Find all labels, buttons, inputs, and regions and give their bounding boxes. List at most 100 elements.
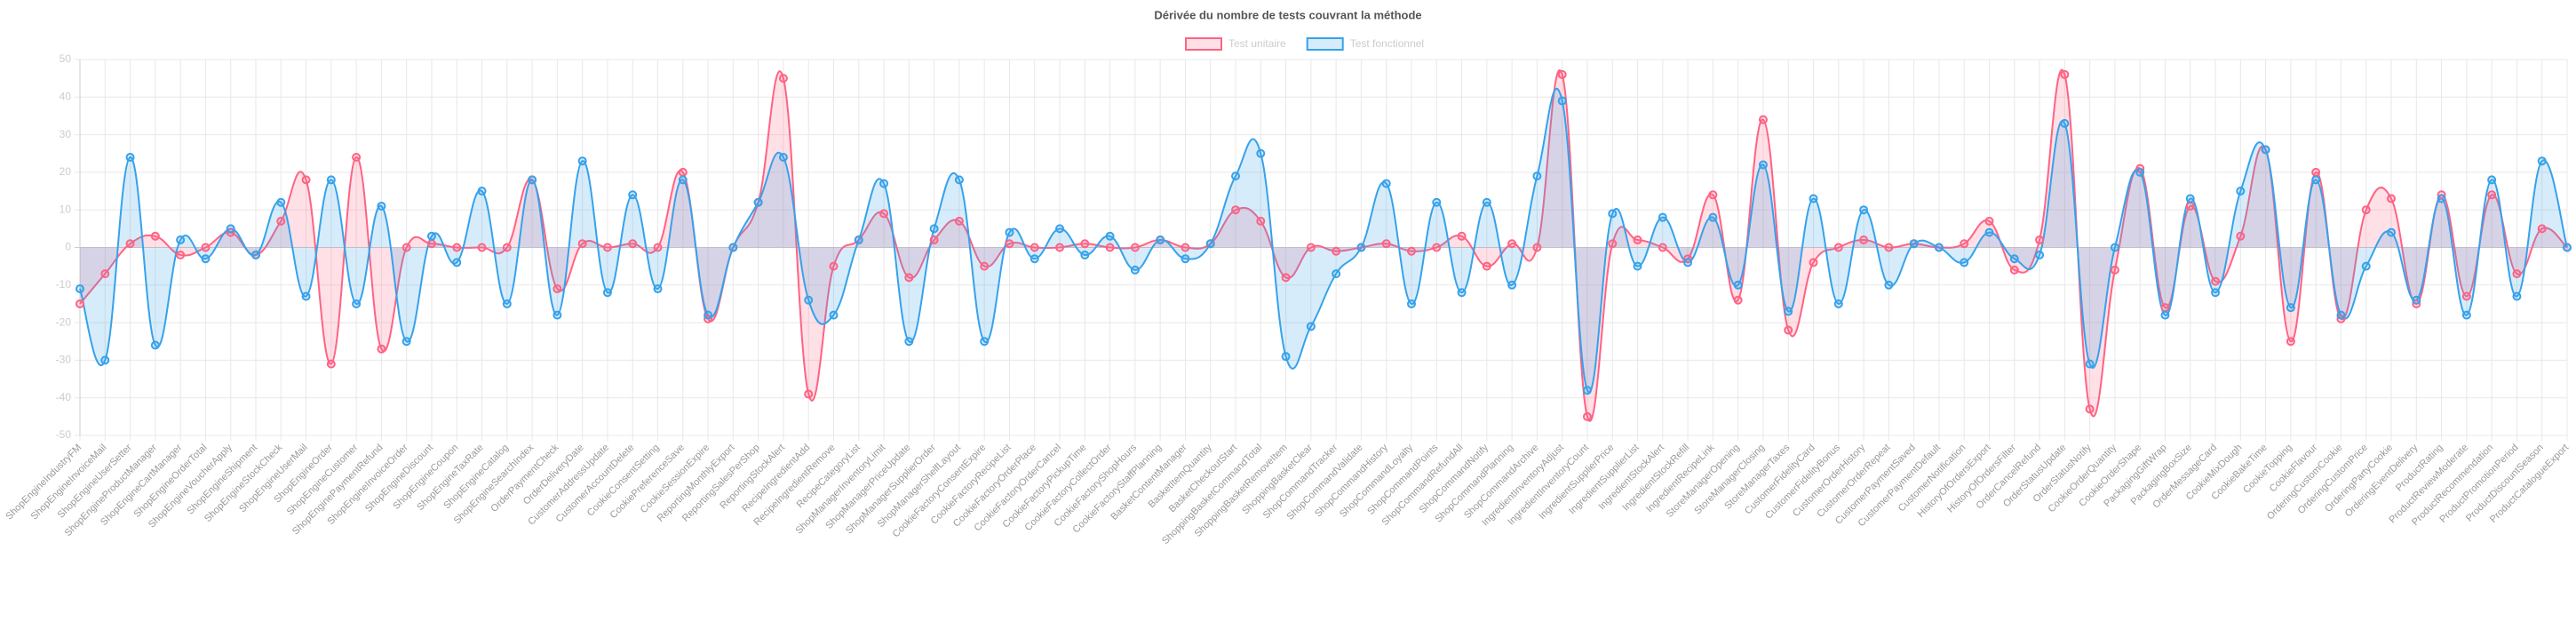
point bbox=[980, 261, 990, 271]
legend-swatch bbox=[1185, 37, 1222, 51]
point bbox=[2311, 175, 2321, 185]
point bbox=[377, 344, 386, 354]
point bbox=[1833, 299, 1843, 308]
point bbox=[426, 231, 436, 241]
point bbox=[1030, 254, 1039, 264]
point bbox=[753, 197, 763, 207]
point bbox=[1432, 197, 1442, 207]
point bbox=[1608, 209, 1618, 219]
point bbox=[1130, 243, 1140, 252]
point bbox=[1582, 411, 1592, 421]
point bbox=[1005, 227, 1014, 237]
point bbox=[678, 167, 688, 177]
point bbox=[2311, 167, 2321, 177]
point bbox=[1733, 295, 1743, 305]
point bbox=[201, 254, 211, 264]
point bbox=[1784, 307, 1793, 316]
point bbox=[2185, 201, 2195, 211]
point bbox=[1733, 280, 1743, 290]
point bbox=[1432, 243, 1442, 252]
point bbox=[1205, 239, 1215, 249]
point bbox=[2336, 310, 2346, 320]
point bbox=[1532, 243, 1542, 252]
point bbox=[100, 355, 110, 365]
point bbox=[502, 299, 512, 308]
point bbox=[1130, 265, 1140, 275]
point bbox=[1457, 231, 1467, 241]
point bbox=[2085, 359, 2095, 369]
point bbox=[1055, 224, 1065, 234]
point bbox=[1758, 115, 1768, 124]
point bbox=[1381, 239, 1391, 249]
point bbox=[2009, 254, 2019, 264]
point bbox=[76, 299, 84, 308]
point bbox=[628, 239, 638, 249]
point bbox=[2387, 227, 2397, 237]
point bbox=[1080, 250, 1090, 259]
point bbox=[2035, 235, 2045, 245]
point bbox=[2487, 190, 2497, 200]
point bbox=[2387, 194, 2397, 203]
point bbox=[326, 175, 336, 185]
point bbox=[2286, 303, 2295, 313]
point bbox=[276, 216, 286, 226]
point bbox=[1809, 194, 1818, 203]
point bbox=[452, 243, 462, 252]
point bbox=[553, 284, 562, 294]
point bbox=[326, 359, 336, 369]
point bbox=[980, 337, 990, 347]
point bbox=[352, 152, 362, 162]
point bbox=[1708, 190, 1718, 200]
point bbox=[879, 209, 889, 219]
point bbox=[176, 235, 186, 245]
point bbox=[2236, 231, 2246, 241]
point bbox=[2361, 205, 2371, 215]
point bbox=[1658, 243, 1667, 252]
point bbox=[2009, 265, 2019, 275]
point bbox=[1557, 96, 1567, 106]
point bbox=[2035, 250, 2045, 259]
point bbox=[301, 175, 311, 185]
point bbox=[1608, 239, 1618, 249]
point bbox=[728, 243, 738, 252]
point bbox=[377, 201, 386, 211]
point bbox=[76, 284, 84, 294]
point bbox=[2110, 265, 2119, 275]
point bbox=[553, 310, 562, 320]
y-tick-label: 0 bbox=[65, 241, 71, 253]
point bbox=[829, 310, 839, 320]
point bbox=[1156, 235, 1165, 245]
point bbox=[1758, 160, 1768, 170]
point bbox=[1457, 288, 1467, 298]
point bbox=[1984, 227, 1994, 237]
point bbox=[1105, 231, 1115, 241]
point bbox=[1984, 216, 1994, 226]
point bbox=[1105, 243, 1115, 252]
point bbox=[1381, 179, 1391, 188]
point bbox=[125, 239, 135, 249]
point bbox=[602, 288, 612, 298]
point bbox=[1833, 243, 1843, 252]
point bbox=[1406, 299, 1416, 308]
point bbox=[2211, 276, 2221, 286]
point bbox=[2135, 167, 2145, 177]
point bbox=[1482, 261, 1491, 271]
point bbox=[653, 243, 663, 252]
point bbox=[1181, 243, 1190, 252]
point bbox=[929, 235, 939, 245]
point bbox=[1582, 386, 1592, 395]
point bbox=[1532, 171, 1542, 181]
point bbox=[954, 216, 964, 226]
point bbox=[1281, 352, 1291, 362]
point bbox=[1332, 246, 1341, 256]
point bbox=[1909, 239, 1919, 249]
point bbox=[2160, 310, 2170, 320]
point bbox=[602, 243, 612, 252]
point bbox=[201, 243, 211, 252]
point bbox=[402, 337, 411, 347]
point bbox=[2361, 261, 2371, 271]
point bbox=[1884, 280, 1894, 290]
point bbox=[1080, 239, 1090, 249]
point bbox=[2085, 404, 2095, 414]
y-tick-label: 10 bbox=[60, 203, 72, 215]
